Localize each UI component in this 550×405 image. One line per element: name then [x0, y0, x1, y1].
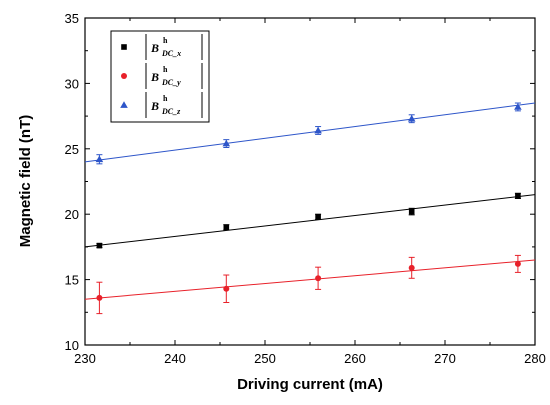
data-point-triangle	[314, 126, 322, 134]
y-tick-label: 10	[65, 338, 79, 353]
axis-ticks: 230 240 250 260 270 280 10 15 20 25 30 35	[65, 11, 546, 366]
y-tick-label: 30	[65, 76, 79, 91]
legend-box	[110, 30, 210, 123]
data-point-triangle	[514, 103, 522, 110]
legend-superscript: h	[163, 94, 168, 103]
legend-symbol: B	[150, 99, 159, 113]
data-point-square	[315, 214, 321, 220]
fit-line	[84, 102, 536, 163]
data-point-circle	[121, 73, 127, 79]
legend-item: Bh DC_x	[121, 34, 203, 60]
x-tick-label: 280	[524, 351, 546, 366]
data-point-circle	[96, 294, 103, 301]
x-tick-label: 260	[344, 351, 366, 366]
data-point-circle	[315, 275, 322, 282]
x-tick-label: 250	[254, 351, 276, 366]
fit-lines	[84, 102, 536, 300]
x-tick-label: 230	[74, 351, 96, 366]
y-tick-label: 25	[65, 142, 79, 157]
data-point-circle	[514, 260, 521, 267]
fit-line	[84, 259, 536, 300]
y-tick-label: 20	[65, 207, 79, 222]
y-axis-title: Magnetic field (nT)	[17, 115, 34, 248]
legend-symbol: B	[150, 70, 159, 84]
data-point-triangle	[407, 114, 416, 122]
data-point-square	[121, 44, 127, 50]
legend-item: Bh DC_z	[120, 92, 203, 118]
legend-symbol: B	[150, 41, 159, 55]
data-point-triangle	[95, 155, 104, 163]
x-tick-label: 270	[434, 351, 456, 366]
data-point-triangle	[222, 139, 231, 147]
fit-line	[84, 194, 536, 248]
data-point-circle	[223, 285, 230, 292]
legend-superscript: h	[163, 36, 168, 45]
legend-subscript: DC_z	[161, 107, 181, 116]
data-point-triangle	[120, 101, 128, 108]
legend-superscript: h	[163, 65, 168, 74]
data-point-square	[515, 193, 521, 199]
data-points	[95, 102, 522, 315]
data-point-square	[223, 224, 230, 231]
data-point-circle	[408, 264, 415, 271]
x-axis-title: Driving current (mA)	[237, 376, 383, 393]
x-tick-label: 240	[164, 351, 186, 366]
legend-subscript: DC_x	[161, 49, 181, 58]
legend-item: Bh DC_y	[121, 63, 203, 89]
data-point-square	[408, 208, 415, 215]
y-tick-label: 15	[65, 273, 79, 288]
legend-subscript: DC_y	[161, 78, 181, 87]
y-tick-label: 35	[65, 11, 79, 26]
data-point-square	[96, 242, 103, 249]
